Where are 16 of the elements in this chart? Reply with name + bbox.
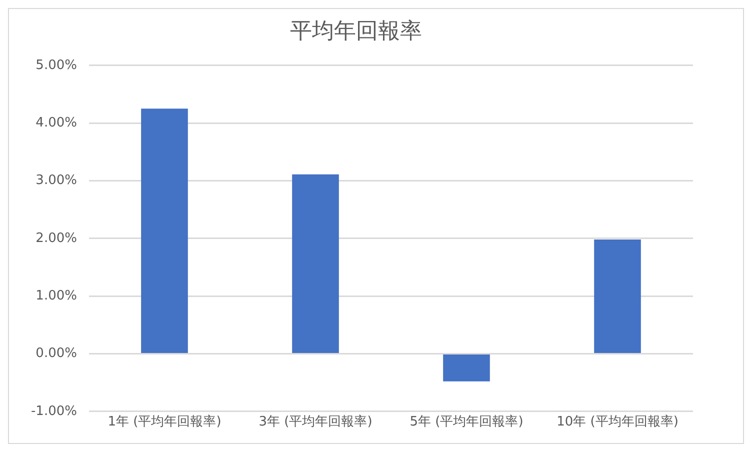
y-tick-label: 0.00% xyxy=(36,346,77,362)
y-tick-label: 3.00% xyxy=(36,173,77,188)
x-tick-label: 1年 (平均年回報率) xyxy=(108,414,222,430)
bar xyxy=(292,174,339,353)
x-tick-label: 3年 (平均年回報率) xyxy=(258,414,372,430)
bar xyxy=(594,240,641,353)
chart-title: 平均年回報率 xyxy=(290,18,422,44)
y-tick-label: 4.00% xyxy=(36,115,77,130)
y-tick-label: 1.00% xyxy=(36,288,77,304)
x-tick-label: 10年 (平均年回報率) xyxy=(556,414,678,430)
y-tick-label: 5.00% xyxy=(36,58,77,73)
y-tick-label: -1.00% xyxy=(30,404,77,419)
y-tick-label: 2.00% xyxy=(36,230,77,246)
bar xyxy=(443,354,490,382)
bar xyxy=(141,108,188,353)
x-tick-label: 5年 (平均年回報率) xyxy=(410,414,524,430)
